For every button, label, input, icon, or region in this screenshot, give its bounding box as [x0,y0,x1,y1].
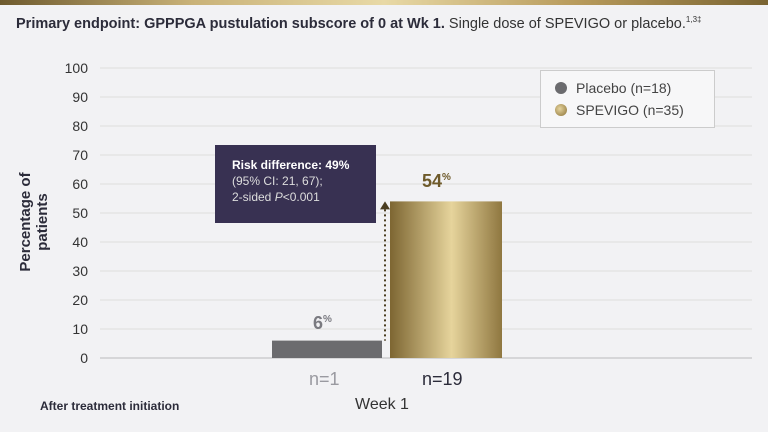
bar-placebo [272,340,382,358]
arrow-head-icon [380,201,390,210]
y-tick-label: 50 [72,205,88,221]
y-tick-label: 80 [72,118,88,134]
n-label-spevigo: n=19 [422,369,463,389]
y-tick-label: 40 [72,234,88,250]
y-tick-label: 70 [72,147,88,163]
n-label-placebo: n=1 [309,369,340,389]
y-tick-label: 30 [72,263,88,279]
y-tick-label: 60 [72,176,88,192]
y-tick-label: 100 [65,60,89,76]
y-tick-label: 20 [72,292,88,308]
data-label-placebo: 6% [313,312,332,333]
legend-item-placebo: Placebo (n=18) [555,80,671,96]
spevigo-swatch-icon [555,104,567,116]
top-accent-bar [0,0,768,5]
data-label-spevigo: 54% [422,171,451,192]
bar-spevigo [390,201,502,358]
y-axis-label: Percentage of patients [17,172,51,272]
y-tick-label: 90 [72,89,88,105]
risk-difference-annotation: Risk difference: 49% (95% CI: 21, 67); 2… [215,145,376,223]
footer-note: After treatment initiation [40,399,180,413]
x-category-label: Week 1 [355,396,409,413]
legend: Placebo (n=18) SPEVIGO (n=35) [540,70,715,128]
chart-title: Primary endpoint: GPPPGA pustulation sub… [16,15,702,32]
legend-item-spevigo: SPEVIGO (n=35) [555,102,684,118]
placebo-swatch-icon [555,82,567,94]
y-tick-label: 0 [80,350,88,366]
y-tick-label: 10 [72,321,88,337]
